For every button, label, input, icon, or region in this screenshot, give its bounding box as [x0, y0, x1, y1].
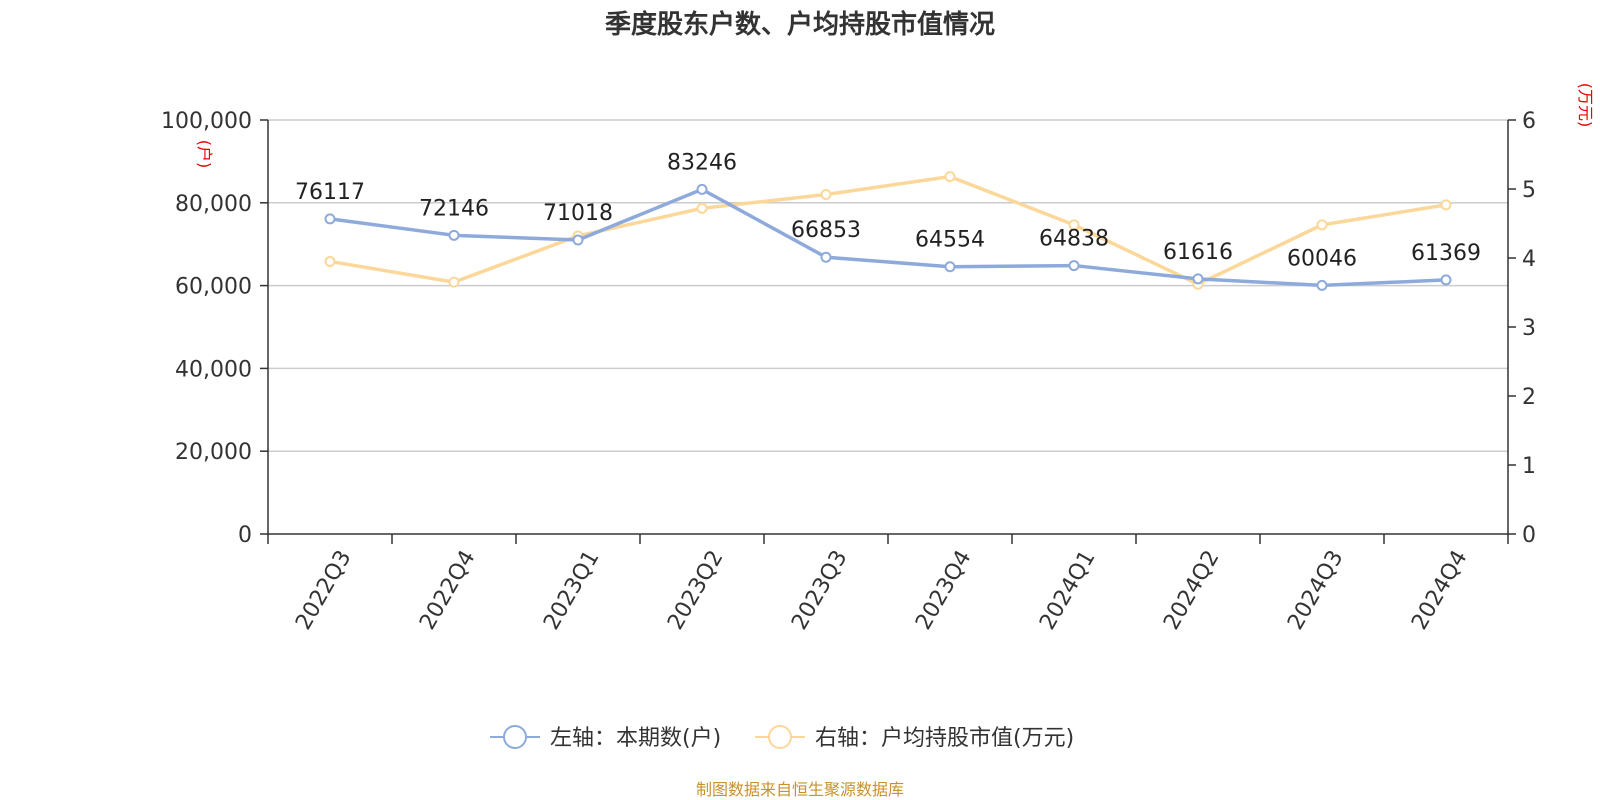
data-point-right[interactable] [448, 276, 460, 288]
left-axis-tick-label: 20,000 [175, 440, 252, 465]
data-point-left[interactable] [820, 251, 832, 263]
data-point-right[interactable] [1440, 199, 1452, 211]
x-axis-tick-label: 2023Q2 [663, 546, 728, 634]
x-axis-tick-label: 2022Q3 [291, 546, 356, 634]
data-label: 61369 [1411, 241, 1481, 266]
legend-label-right: 右轴：户均持股市值(万元) [815, 726, 1074, 751]
legend-item-right[interactable]: 右轴：户均持股市值(万元) [755, 725, 1074, 751]
data-point-left[interactable] [696, 183, 708, 195]
series-right [324, 171, 1452, 290]
left-axis-ticks: 0 20,000 40,000 60,000 80,000 100,000 [161, 109, 268, 548]
left-axis-tick-label: 40,000 [175, 357, 252, 382]
data-point-right[interactable] [944, 171, 956, 183]
legend-marker-left [503, 725, 527, 749]
data-label: 76117 [295, 180, 365, 205]
right-axis-unit: (万元) [1576, 83, 1595, 128]
data-label: 71018 [543, 201, 613, 226]
data-point-left[interactable] [324, 213, 336, 225]
data-point-left[interactable] [944, 261, 956, 273]
left-axis-unit: (户) [195, 140, 214, 169]
data-label: 66853 [791, 218, 861, 243]
right-axis-ticks: 0 1 2 3 4 5 6 [1508, 109, 1536, 548]
data-labels: 76117 72146 71018 83246 66853 64554 64838 61616… [295, 150, 1481, 271]
data-point-left[interactable] [1192, 273, 1204, 285]
x-axis-tick-label: 2022Q4 [415, 546, 480, 634]
legend-marker-right [768, 725, 792, 749]
series-line-right [329, 174, 1447, 286]
data-label: 60046 [1287, 246, 1357, 271]
x-axis-tick-label: 2024Q1 [1035, 546, 1100, 634]
gridlines [268, 119, 1508, 452]
data-point-right[interactable] [1068, 219, 1080, 231]
source-note: 制图数据来自恒生聚源数据库 [696, 780, 904, 799]
data-point-left[interactable] [448, 229, 460, 241]
legend-label-left: 左轴：本期数(户) [550, 726, 721, 751]
data-label: 61616 [1163, 240, 1233, 265]
data-label: 83246 [667, 150, 737, 175]
x-axis-tick-label: 2023Q1 [539, 546, 604, 634]
data-point-right[interactable] [820, 189, 832, 201]
data-label: 72146 [419, 196, 489, 221]
data-label: 64554 [915, 228, 985, 253]
x-axis-tick-label: 2023Q3 [787, 546, 852, 634]
data-point-left[interactable] [1068, 260, 1080, 272]
right-axis-tick-label: 6 [1522, 109, 1536, 134]
series-line-left [329, 187, 1447, 288]
data-label: 64838 [1039, 227, 1109, 252]
left-axis-tick-label: 80,000 [175, 192, 252, 217]
data-point-left[interactable] [1440, 274, 1452, 286]
x-axis-tick-label: 2024Q2 [1159, 546, 1224, 634]
left-axis-tick-label: 60,000 [175, 275, 252, 300]
data-point-left[interactable] [1316, 279, 1328, 291]
x-axis-tick-label: 2024Q3 [1283, 546, 1348, 634]
data-point-right[interactable] [696, 202, 708, 214]
right-axis-tick-label: 3 [1522, 316, 1536, 341]
series-left [324, 183, 1452, 291]
legend-item-left[interactable]: 左轴：本期数(户) [490, 725, 721, 751]
chart-title: 季度股东户数、户均持股市值情况 [605, 9, 995, 40]
left-axis-tick-label: 100,000 [161, 109, 252, 134]
right-axis-tick-label: 1 [1522, 454, 1536, 479]
right-axis-tick-label: 4 [1522, 247, 1536, 272]
data-point-right[interactable] [324, 255, 336, 267]
left-axis-tick-label: 0 [238, 523, 252, 548]
right-axis-tick-label: 5 [1522, 178, 1536, 203]
x-axis-tick-label: 2023Q4 [911, 546, 976, 634]
data-point-right[interactable] [1316, 219, 1328, 231]
x-axis-ticks: 2022Q3 2022Q4 2023Q1 2023Q2 2023Q3 2023Q4 2024… [267, 534, 1509, 634]
data-point-left[interactable] [572, 234, 584, 246]
right-axis-tick-label: 2 [1522, 385, 1536, 410]
legend: 左轴：本期数(户) 右轴：户均持股市值(万元) [490, 725, 1074, 751]
x-axis-tick-label: 2024Q4 [1407, 546, 1472, 634]
right-axis-tick-label: 0 [1522, 523, 1536, 548]
